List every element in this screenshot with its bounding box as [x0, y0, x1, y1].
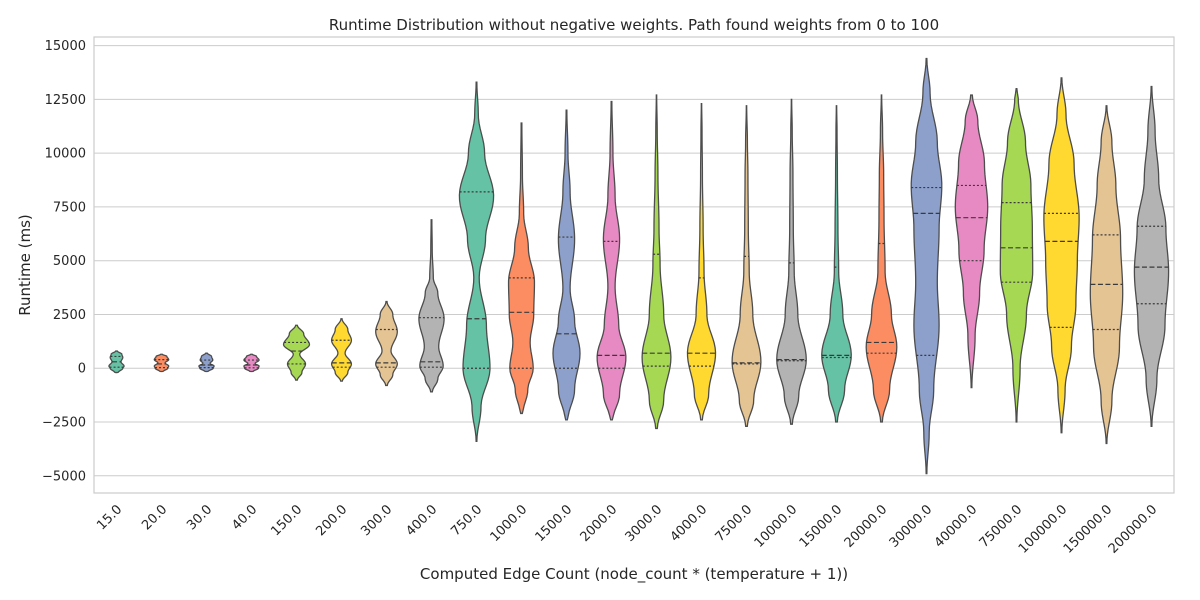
y-tick-label: 5000 — [53, 254, 86, 269]
violin-15.0 — [108, 350, 125, 374]
x-tick-label: 200.0 — [313, 502, 350, 539]
violin-40000.0 — [954, 94, 989, 389]
violin-body — [910, 57, 943, 475]
violin-10000.0 — [776, 98, 807, 425]
violin-body — [686, 103, 717, 421]
violin-75000.0 — [999, 87, 1034, 423]
x-tick-label: 750.0 — [448, 502, 485, 539]
x-tick-label: 2000.0 — [578, 502, 621, 545]
x-tick-label: 300.0 — [358, 502, 395, 539]
y-tick-label: 7500 — [53, 200, 86, 215]
violin-body — [552, 109, 581, 421]
grid-lines — [94, 45, 1174, 477]
x-tick-label: 40000.0 — [932, 502, 981, 551]
violin-100000.0 — [1043, 77, 1080, 434]
violin-15000.0 — [821, 105, 852, 423]
plot-frame — [93, 36, 1175, 494]
x-tick-label: 200000.0 — [1106, 502, 1160, 556]
x-tick-label: 150.0 — [268, 502, 305, 539]
violin-200.0 — [330, 318, 353, 382]
violin-body — [418, 219, 445, 393]
violin-body — [731, 105, 762, 427]
x-tick-label: 3000.0 — [623, 502, 666, 545]
x-tick-label: 7500.0 — [713, 502, 756, 545]
x-tick-label: 30.0 — [184, 502, 215, 533]
violin-body — [999, 87, 1034, 423]
violin-30.0 — [198, 352, 215, 373]
x-tick-label: 400.0 — [403, 502, 440, 539]
violin-body — [153, 353, 170, 373]
y-tick-label: 12500 — [45, 93, 86, 108]
y-tick-label: −2500 — [42, 416, 86, 431]
x-tick-label: 10000.0 — [752, 502, 801, 551]
violins — [108, 57, 1170, 475]
violin-body — [375, 300, 398, 387]
violin-200000.0 — [1133, 85, 1170, 427]
x-axis-label: Computed Edge Count (node_count * (tempe… — [420, 565, 848, 584]
violin-150000.0 — [1089, 105, 1124, 445]
y-tick-labels: −5000 −2500 0 2500 5000 7500 10000 12500 15000 — [42, 39, 86, 484]
x-tick-label: 15000.0 — [797, 502, 846, 551]
violin-750.0 — [458, 81, 495, 443]
violin-400.0 — [418, 219, 445, 393]
violin-150.0 — [282, 324, 311, 381]
violin-300.0 — [375, 300, 398, 387]
y-tick-label: 2500 — [53, 308, 86, 323]
x-tick-label: 20.0 — [139, 502, 170, 533]
x-tick-label: 20000.0 — [842, 502, 891, 551]
x-tick-label: 1000.0 — [488, 502, 531, 545]
violin-body — [282, 324, 311, 381]
violin-body — [865, 94, 898, 423]
violin-body — [1133, 85, 1170, 427]
y-tick-label: 10000 — [45, 147, 86, 162]
x-tick-label: 1500.0 — [533, 502, 576, 545]
violin-body — [641, 94, 672, 430]
violin-body — [954, 94, 989, 389]
violin-body — [1043, 77, 1080, 434]
violin-body — [458, 81, 495, 443]
y-tick-label: 0 — [78, 362, 86, 377]
x-tick-label: 40.0 — [229, 502, 260, 533]
y-tick-label: 15000 — [45, 39, 86, 54]
violin-40.0 — [243, 353, 260, 373]
violin-body — [1089, 105, 1124, 445]
chart-title: Runtime Distribution without negative we… — [329, 16, 939, 34]
violin-30000.0 — [910, 57, 943, 475]
violin-1000.0 — [507, 122, 536, 415]
violin-7500.0 — [731, 105, 762, 427]
violin-20000.0 — [865, 94, 898, 423]
x-tick-label: 4000.0 — [668, 502, 711, 545]
violin-body — [776, 98, 807, 425]
x-tick-label: 30000.0 — [887, 502, 936, 551]
violin-body — [507, 122, 536, 415]
violin-1500.0 — [552, 109, 581, 421]
violin-body — [596, 100, 627, 421]
x-tick-label: 15.0 — [94, 502, 125, 533]
violin-body — [198, 352, 215, 373]
violin-2000.0 — [596, 100, 627, 421]
x-tick-labels: 15.0 20.0 30.0 40.0 150.0 200.0 300.0 400.0 750.… — [94, 502, 1160, 556]
violin-20.0 — [153, 353, 170, 373]
y-axis-label: Runtime (ms) — [16, 214, 34, 316]
violin-body — [330, 318, 353, 382]
violin-body — [821, 105, 852, 423]
violin-3000.0 — [641, 94, 672, 430]
y-tick-label: −5000 — [42, 469, 86, 484]
violin-body — [243, 353, 260, 373]
violin-4000.0 — [686, 103, 717, 421]
